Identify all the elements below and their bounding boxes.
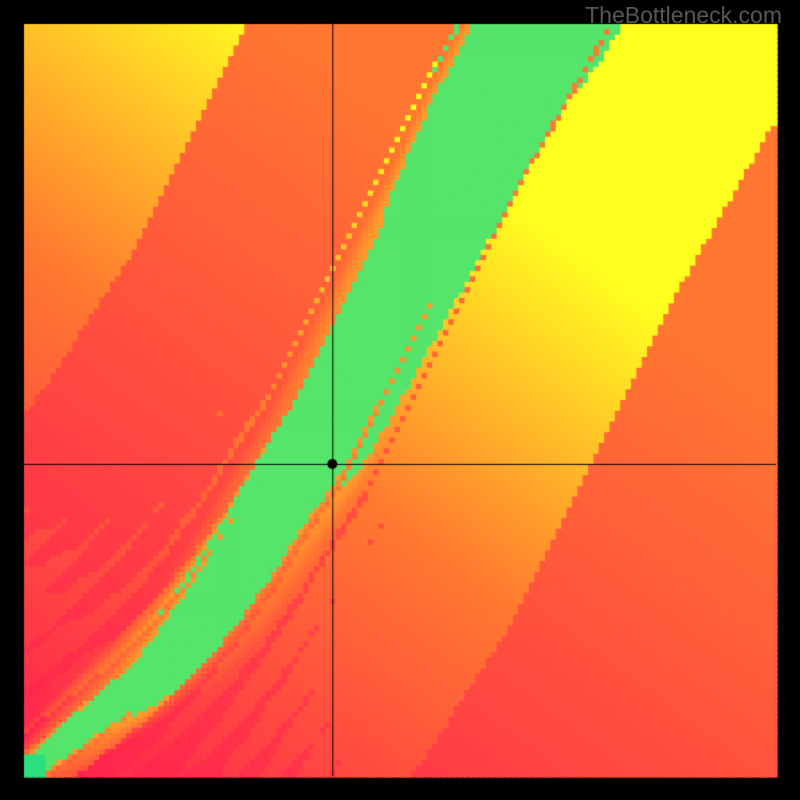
watermark-text: TheBottleneck.com	[585, 2, 782, 29]
heatmap-canvas	[0, 0, 800, 800]
chart-container: TheBottleneck.com	[0, 0, 800, 800]
